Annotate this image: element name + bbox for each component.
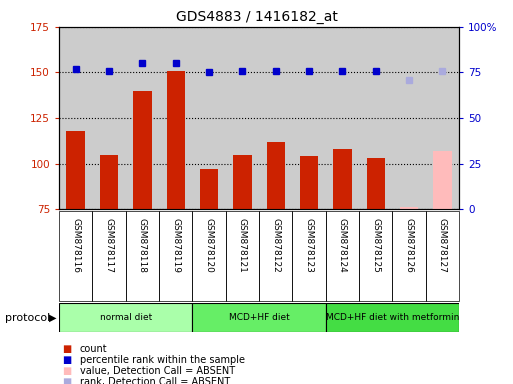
- Text: ■: ■: [62, 355, 71, 365]
- Bar: [59, 303, 192, 332]
- Bar: [92, 211, 126, 301]
- Text: count: count: [80, 344, 107, 354]
- Text: ■: ■: [62, 377, 71, 384]
- Bar: [167, 71, 185, 209]
- Bar: [226, 211, 259, 301]
- Text: GSM878123: GSM878123: [305, 218, 313, 273]
- Text: GSM878116: GSM878116: [71, 218, 80, 273]
- Bar: [192, 211, 226, 301]
- Bar: [359, 211, 392, 301]
- Bar: [400, 207, 418, 209]
- Text: GSM878126: GSM878126: [405, 218, 413, 273]
- Text: MCD+HF diet: MCD+HF diet: [229, 313, 289, 322]
- Bar: [326, 211, 359, 301]
- Text: MCD+HF diet with metformin: MCD+HF diet with metformin: [326, 313, 459, 322]
- Text: GSM878122: GSM878122: [271, 218, 280, 273]
- Bar: [326, 303, 459, 332]
- Bar: [159, 211, 192, 301]
- Bar: [59, 211, 92, 301]
- Text: GSM878119: GSM878119: [171, 218, 180, 273]
- Text: protocol: protocol: [5, 313, 50, 323]
- Bar: [133, 91, 151, 209]
- Bar: [433, 151, 451, 209]
- Bar: [259, 211, 292, 301]
- Bar: [292, 211, 326, 301]
- Text: percentile rank within the sample: percentile rank within the sample: [80, 355, 245, 365]
- Bar: [333, 149, 351, 209]
- Text: normal diet: normal diet: [100, 313, 152, 322]
- Text: rank, Detection Call = ABSENT: rank, Detection Call = ABSENT: [80, 377, 230, 384]
- Text: GSM878117: GSM878117: [105, 218, 113, 273]
- Text: GDS4883 / 1416182_at: GDS4883 / 1416182_at: [175, 10, 338, 23]
- Text: ■: ■: [62, 366, 71, 376]
- Text: GSM878125: GSM878125: [371, 218, 380, 273]
- Bar: [426, 211, 459, 301]
- Bar: [192, 303, 326, 332]
- Bar: [200, 169, 218, 209]
- Text: GSM878124: GSM878124: [338, 218, 347, 273]
- Bar: [392, 211, 426, 301]
- Text: GSM878127: GSM878127: [438, 218, 447, 273]
- Bar: [267, 142, 285, 209]
- Bar: [367, 158, 385, 209]
- Bar: [233, 155, 251, 209]
- Bar: [100, 155, 118, 209]
- Bar: [126, 211, 159, 301]
- Text: GSM878120: GSM878120: [205, 218, 213, 273]
- Text: GSM878118: GSM878118: [138, 218, 147, 273]
- Text: ■: ■: [62, 344, 71, 354]
- Bar: [67, 131, 85, 209]
- Text: ▶: ▶: [49, 313, 56, 323]
- Text: GSM878121: GSM878121: [238, 218, 247, 273]
- Text: value, Detection Call = ABSENT: value, Detection Call = ABSENT: [80, 366, 234, 376]
- Bar: [300, 156, 318, 209]
